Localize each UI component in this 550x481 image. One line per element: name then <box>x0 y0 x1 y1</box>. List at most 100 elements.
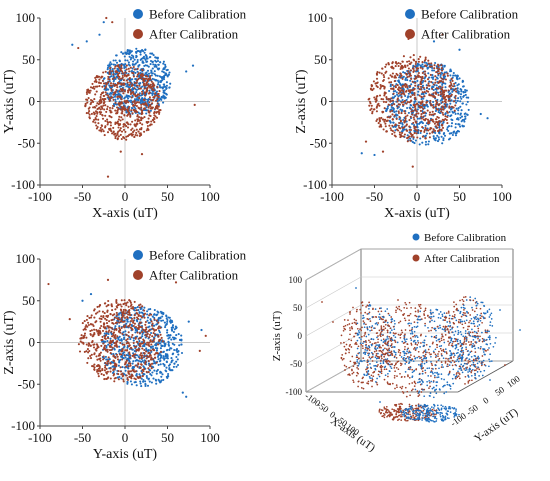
data-point <box>112 331 116 334</box>
data-point <box>417 112 420 115</box>
data-point <box>465 103 468 106</box>
data-point <box>360 312 362 314</box>
data-point <box>139 133 143 136</box>
data-point <box>93 118 96 121</box>
data-point <box>429 311 432 314</box>
data-point <box>143 368 146 371</box>
data-point <box>356 359 359 361</box>
data-point <box>394 65 397 68</box>
data-point <box>105 330 108 333</box>
data-point <box>420 391 423 393</box>
data-point <box>443 134 447 137</box>
data-point <box>394 370 396 373</box>
data-point <box>151 315 154 318</box>
data-point <box>404 345 406 348</box>
data-point <box>377 122 380 125</box>
data-point <box>131 88 135 91</box>
data-point <box>380 72 383 75</box>
data-point <box>432 113 435 116</box>
data-point <box>389 115 392 118</box>
outlier-point <box>85 40 88 43</box>
data-point <box>456 84 459 87</box>
data-point <box>447 325 450 327</box>
data-point <box>383 76 386 79</box>
data-point <box>380 85 383 88</box>
y3d-tick-label: 0 <box>481 395 491 406</box>
data-point <box>432 100 435 104</box>
data-point <box>139 382 142 385</box>
data-point <box>143 309 146 312</box>
data-point <box>125 138 128 141</box>
data-point <box>356 339 359 342</box>
data-point <box>420 113 423 116</box>
data-point <box>132 341 135 345</box>
data-point <box>125 349 129 352</box>
data-point <box>389 354 392 357</box>
data-point <box>366 367 369 370</box>
data-point <box>148 101 151 104</box>
data-point <box>457 109 460 112</box>
data-point <box>133 135 136 138</box>
data-point <box>158 360 161 363</box>
data-point <box>451 79 454 82</box>
y-axis-label: Z-axis (uT) <box>2 310 17 374</box>
data-point <box>123 66 126 70</box>
data-point <box>101 107 104 110</box>
data-point <box>122 123 125 126</box>
data-point <box>155 382 158 385</box>
data-point <box>86 101 89 104</box>
data-point <box>153 121 156 124</box>
data-point <box>418 305 421 308</box>
data-point <box>375 344 378 346</box>
data-point <box>130 319 133 323</box>
data-point <box>390 338 393 341</box>
data-point <box>400 131 404 135</box>
data-point <box>121 74 124 77</box>
data-point <box>140 326 143 329</box>
data-point <box>388 349 391 352</box>
data-point <box>423 129 426 132</box>
data-point <box>392 87 395 90</box>
data-point <box>378 346 381 349</box>
data-point <box>177 353 180 356</box>
data-point <box>439 317 442 319</box>
data-point <box>129 356 132 359</box>
data-point <box>159 98 162 101</box>
y-tick-label: -50 <box>310 135 327 150</box>
data-point <box>374 308 377 310</box>
data-point <box>414 81 417 84</box>
side-grid-line <box>305 332 362 365</box>
data-point <box>150 343 153 346</box>
data-point <box>129 380 132 383</box>
data-point <box>89 316 93 319</box>
data-point <box>135 47 138 50</box>
data-point <box>440 378 443 380</box>
data-point <box>412 69 416 73</box>
data-point <box>423 388 426 391</box>
data-point <box>463 120 466 123</box>
data-point <box>454 74 457 77</box>
data-point <box>406 79 409 82</box>
data-point <box>100 99 103 103</box>
data-point <box>413 142 416 145</box>
data-point <box>118 95 121 98</box>
data-point <box>109 370 112 373</box>
data-point <box>400 309 403 312</box>
data-point <box>118 90 121 93</box>
data-point <box>431 104 434 107</box>
data-point <box>452 74 455 77</box>
data-point <box>160 375 163 378</box>
data-point <box>434 348 437 351</box>
data-point <box>433 335 436 338</box>
data-point <box>411 141 414 144</box>
data-point <box>137 64 140 67</box>
data-point <box>137 77 140 80</box>
data-point <box>358 336 361 339</box>
data-point <box>107 337 110 340</box>
data-point <box>423 314 426 316</box>
data-point <box>410 344 413 346</box>
data-point <box>129 123 132 126</box>
data-point <box>389 110 392 113</box>
data-point <box>145 348 148 352</box>
